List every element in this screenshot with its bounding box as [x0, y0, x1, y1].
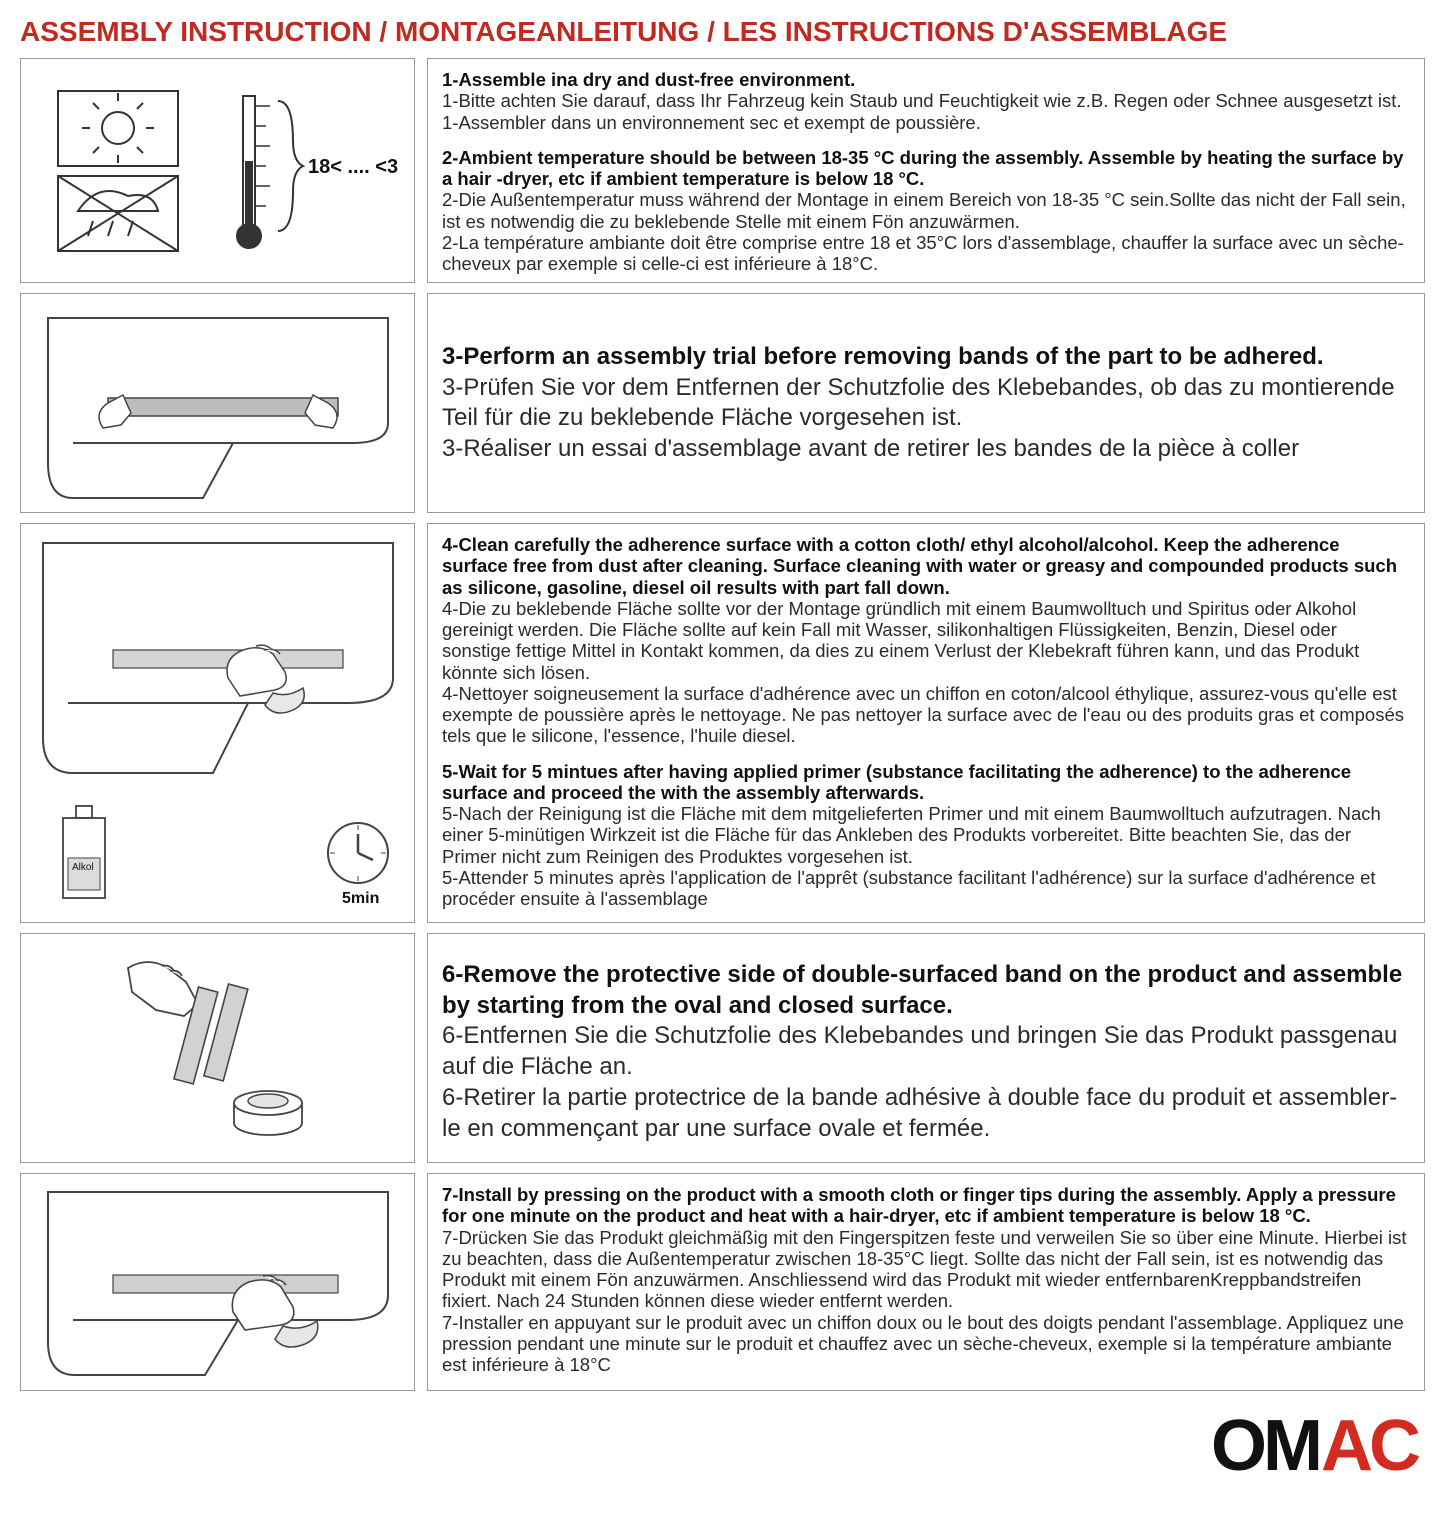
logo-black-part: OM — [1211, 1405, 1319, 1487]
step-row-1: 18< .... <35 C 1-Assemble ina dry and du… — [20, 58, 1425, 283]
temperature-icon: 18< .... <35 C — [38, 71, 398, 271]
step-4-en: 4-Clean carefully the adherence surface … — [442, 534, 1410, 598]
step-2-en: 2-Ambient temperature should be between … — [442, 147, 1410, 190]
step-1a-en: 1-Assemble ina dry and dust-free environ… — [442, 69, 1410, 90]
step-3-fr: 3-Réaliser un essai d'assemblage avant d… — [442, 434, 1410, 465]
assembly-instruction-sheet: ASSEMBLY INSTRUCTION / MONTAGEANLEITUNG … — [0, 0, 1445, 1527]
step-5-en: 5-Wait for 5 mintues after having applie… — [442, 761, 1410, 804]
clock-label: 5min — [342, 890, 379, 907]
step-4-5-illustration: Alkol 5min — [20, 523, 415, 923]
step-row-3: Alkol 5min 4-Clean carefully the adheren… — [20, 523, 1425, 923]
step-7-text: 7-Install by pressing on the product wit… — [427, 1173, 1425, 1391]
step-6-de: 6-Entfernen Sie die Schutzfolie des Kleb… — [442, 1021, 1410, 1082]
step-3-text: 3-Perform an assembly trial before remov… — [427, 293, 1425, 513]
step-1-illustration: 18< .... <35 C — [20, 58, 415, 283]
step-row-4: 6-Remove the protective side of double-s… — [20, 933, 1425, 1163]
press-icon — [33, 1180, 403, 1385]
step-3-illustration — [20, 293, 415, 513]
step-6-illustration — [20, 933, 415, 1163]
step-1a-fr: 1-Assembler dans un environnement sec et… — [442, 112, 1410, 133]
step-7-fr: 7-Installer en appuyant sur le produit a… — [442, 1312, 1410, 1376]
step-1a-de: 1-Bitte achten Sie darauf, dass Ihr Fahr… — [442, 90, 1410, 111]
step-3-en: 3-Perform an assembly trial before remov… — [442, 342, 1410, 373]
logo-red-part: AC — [1321, 1405, 1417, 1487]
footer-logo-row: OMAC — [20, 1401, 1425, 1527]
step-1-text: 1-Assemble ina dry and dust-free environ… — [427, 58, 1425, 283]
temp-range-label: 18< .... <35 C — [308, 156, 398, 178]
clean-icon: Alkol 5min — [28, 528, 408, 918]
step-7-de: 7-Drücken Sie das Produkt gleichmäßig mi… — [442, 1227, 1410, 1312]
step-row-5: 7-Install by pressing on the product wit… — [20, 1173, 1425, 1391]
step-7-en: 7-Install by pressing on the product wit… — [442, 1184, 1410, 1227]
peel-icon — [38, 943, 398, 1153]
omac-logo: OMAC — [1211, 1405, 1417, 1487]
step-2-fr: 2-La température ambiante doit être comp… — [442, 232, 1410, 275]
step-4-de: 4-Die zu beklebende Fläche sollte vor de… — [442, 598, 1410, 683]
step-5-de: 5-Nach der Reinigung ist die Fläche mit … — [442, 803, 1410, 867]
bottle-label: Alkol — [72, 862, 94, 873]
page-title: ASSEMBLY INSTRUCTION / MONTAGEANLEITUNG … — [20, 16, 1425, 48]
step-5-fr: 5-Attender 5 minutes après l'application… — [442, 867, 1410, 910]
step-6-en: 6-Remove the protective side of double-s… — [442, 960, 1410, 1021]
step-4-fr: 4-Nettoyer soigneusement la surface d'ad… — [442, 683, 1410, 747]
step-7-illustration — [20, 1173, 415, 1391]
step-row-2: 3-Perform an assembly trial before remov… — [20, 293, 1425, 513]
step-2-de: 2-Die Außentemperatur muss während der M… — [442, 189, 1410, 232]
step-3-de: 3-Prüfen Sie vor dem Entfernen der Schut… — [442, 373, 1410, 434]
trial-icon — [33, 303, 403, 503]
step-6-fr: 6-Retirer la partie protectrice de la ba… — [442, 1083, 1410, 1144]
step-4-5-text: 4-Clean carefully the adherence surface … — [427, 523, 1425, 923]
step-6-text: 6-Remove the protective side of double-s… — [427, 933, 1425, 1163]
